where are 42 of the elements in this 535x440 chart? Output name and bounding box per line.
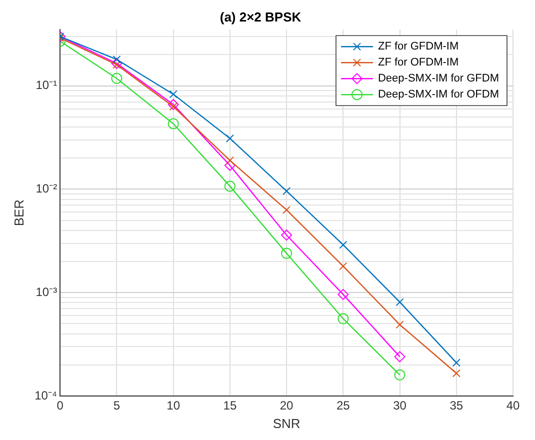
- point: [339, 262, 348, 270]
- point: [282, 187, 291, 196]
- x-axis-title: SNR: [272, 416, 300, 431]
- x-tick-label: 25: [336, 398, 350, 413]
- point: [281, 248, 292, 259]
- point: [111, 58, 122, 69]
- point: [394, 369, 406, 380]
- y-tick-label: 10⁻¹: [36, 78, 58, 92]
- x-tick-label: 40: [506, 398, 520, 413]
- point: [396, 320, 404, 329]
- legend-label: ZF for OFDM-IM: [378, 56, 459, 69]
- point: [169, 90, 178, 98]
- x-tick-label: 10: [166, 398, 180, 413]
- x-tick-label: 20: [280, 398, 294, 413]
- y-tick-label: 10⁻³: [36, 284, 58, 299]
- x-tick-label: 15: [223, 398, 237, 413]
- point: [168, 118, 179, 130]
- point: [111, 72, 122, 84]
- legend-label: ZF for GFDM-IM: [378, 40, 459, 53]
- point: [452, 369, 460, 378]
- point: [396, 298, 404, 306]
- x-tick-label: 5: [113, 398, 120, 413]
- y-axis-title: BER: [11, 199, 26, 226]
- point: [226, 156, 234, 164]
- point: [339, 240, 348, 249]
- x-tick-label: 30: [393, 398, 407, 413]
- point: [338, 313, 349, 324]
- chart-title: (a) 2×2 BPSK: [220, 9, 302, 24]
- point: [281, 230, 292, 241]
- x-tick-label: 35: [450, 398, 464, 413]
- legend-label: Deep-SMX-IM for GFDM: [378, 72, 500, 85]
- y-tick-label: 10⁻²: [36, 182, 58, 196]
- legend-label: Deep-SMX-IM for OFDM: [378, 88, 500, 101]
- point: [168, 99, 179, 110]
- point: [282, 206, 291, 214]
- point: [394, 351, 406, 362]
- point: [338, 288, 349, 300]
- x-tick-label: 0: [56, 398, 64, 413]
- point: [452, 358, 460, 367]
- point: [224, 180, 236, 192]
- point: [226, 134, 234, 142]
- y-tick-label: 10⁻⁴: [34, 388, 58, 402]
